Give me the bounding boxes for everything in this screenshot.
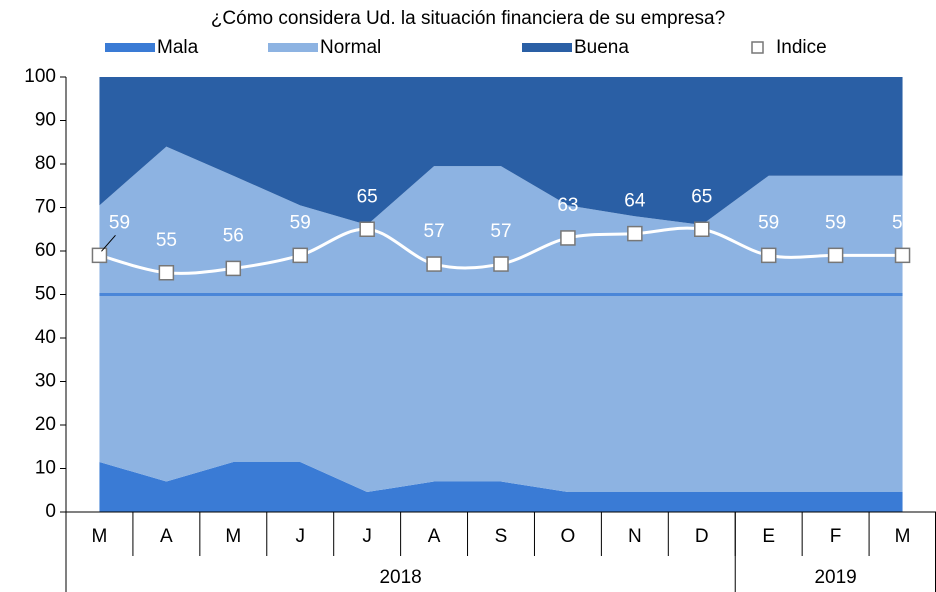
y-tick-label: 30 bbox=[35, 371, 56, 392]
x-tick-label: N bbox=[628, 526, 642, 547]
x-tick-label: F bbox=[830, 526, 842, 547]
y-tick-label: 0 bbox=[45, 501, 56, 522]
y-tick-label: 70 bbox=[35, 197, 56, 218]
legend-swatch bbox=[105, 43, 155, 52]
legend-swatch bbox=[268, 43, 318, 52]
area bbox=[99, 77, 903, 225]
legend-marker bbox=[751, 41, 764, 54]
x-tick-label: J bbox=[295, 526, 305, 547]
index-marker bbox=[894, 247, 911, 264]
data-label: 64 bbox=[624, 191, 646, 212]
y-tick-label: 10 bbox=[35, 458, 56, 479]
legend-label: Mala bbox=[157, 37, 199, 58]
data-label: 65 bbox=[357, 186, 378, 207]
x-tick-label: M bbox=[895, 526, 911, 547]
x-group-label: 2019 bbox=[814, 567, 856, 588]
area bbox=[99, 146, 903, 492]
x-tick-label: A bbox=[428, 526, 441, 547]
legend-label: Indice bbox=[776, 37, 827, 58]
data-label: 56 bbox=[223, 225, 244, 246]
y-tick-label: 40 bbox=[35, 327, 56, 348]
index-marker bbox=[426, 256, 442, 272]
chart-title: ¿Cómo considera Ud. la situación financi… bbox=[211, 8, 725, 29]
area bbox=[99, 461, 903, 512]
x-tick-label: A bbox=[160, 526, 173, 547]
y-tick-label: 80 bbox=[35, 153, 56, 174]
data-label: 59 bbox=[825, 212, 846, 233]
x-tick-label: O bbox=[561, 526, 576, 547]
legend-label: Buena bbox=[574, 37, 629, 58]
legend-swatch bbox=[522, 43, 572, 52]
y-tick-label: 100 bbox=[24, 66, 56, 87]
x-group-label: 2018 bbox=[379, 567, 421, 588]
data-label: 65 bbox=[691, 186, 712, 207]
leader-line bbox=[101, 235, 116, 252]
index-marker bbox=[292, 247, 308, 264]
index-marker bbox=[225, 260, 242, 277]
x-tick-label: E bbox=[762, 526, 775, 547]
index-marker bbox=[158, 265, 175, 281]
index-marker bbox=[827, 247, 844, 264]
data-label: 59 bbox=[758, 212, 779, 233]
data-label: 57 bbox=[490, 221, 511, 242]
index-marker bbox=[760, 247, 777, 264]
x-tick-label: S bbox=[495, 526, 508, 547]
index-marker bbox=[493, 256, 509, 272]
data-label: 59 bbox=[892, 212, 913, 233]
index-marker bbox=[560, 230, 576, 246]
x-tick-label: M bbox=[92, 526, 108, 547]
data-label: 59 bbox=[290, 212, 311, 233]
data-label: 63 bbox=[557, 195, 578, 216]
y-tick-label: 50 bbox=[35, 284, 56, 305]
y-tick-label: 90 bbox=[35, 110, 56, 131]
index-marker bbox=[91, 247, 108, 264]
data-label: 57 bbox=[424, 221, 445, 242]
data-label: 59 bbox=[109, 212, 130, 233]
index-marker bbox=[627, 225, 643, 242]
index-marker bbox=[694, 221, 710, 237]
y-tick-label: 60 bbox=[35, 240, 56, 261]
x-tick-label: J bbox=[362, 526, 372, 547]
x-tick-label: M bbox=[225, 526, 241, 547]
x-tick-label: D bbox=[695, 526, 709, 547]
index-marker bbox=[359, 221, 375, 237]
legend-label: Normal bbox=[320, 37, 381, 58]
y-tick-label: 20 bbox=[35, 414, 56, 435]
data-label: 55 bbox=[156, 230, 177, 251]
